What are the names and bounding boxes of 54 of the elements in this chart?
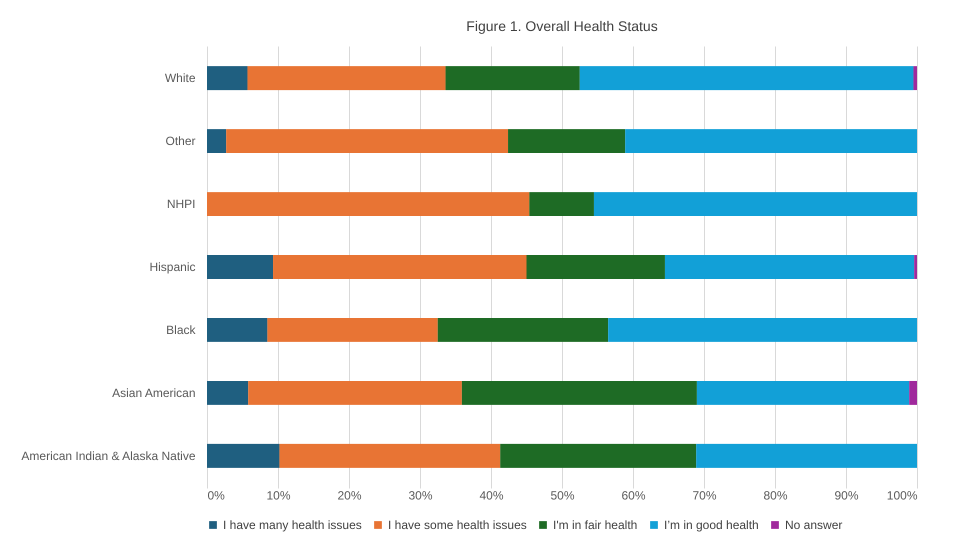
bar bbox=[914, 255, 917, 279]
bar bbox=[625, 129, 917, 154]
bar bbox=[580, 66, 914, 90]
x-tick-label: 70% bbox=[692, 488, 717, 502]
y-tick-label: Black bbox=[166, 322, 196, 337]
bar bbox=[608, 318, 917, 342]
bar bbox=[247, 66, 446, 90]
chart-title: Figure 1. Overall Health Status bbox=[466, 18, 658, 34]
y-tick-label: Asian American bbox=[112, 386, 196, 400]
x-tick-label: 30% bbox=[408, 488, 433, 502]
bar bbox=[226, 129, 508, 154]
x-tick-label: 50% bbox=[550, 488, 575, 502]
x-tick-label: 40% bbox=[479, 488, 504, 502]
bar bbox=[500, 444, 696, 468]
bar bbox=[594, 192, 917, 216]
bar bbox=[273, 255, 526, 279]
y-tick-label: American Indian & Alaska Native bbox=[21, 448, 196, 463]
bar bbox=[526, 255, 665, 279]
x-tick-label: 90% bbox=[834, 488, 859, 502]
bar bbox=[207, 380, 248, 405]
legend-label: I have some health issues bbox=[388, 518, 527, 532]
legend-label: No answer bbox=[785, 518, 842, 532]
bar bbox=[446, 66, 580, 90]
bar bbox=[438, 318, 608, 342]
bar bbox=[508, 129, 626, 154]
bar bbox=[462, 380, 697, 405]
x-tick-label: 10% bbox=[266, 488, 291, 502]
legend-label: I’m in good health bbox=[664, 518, 759, 532]
y-tick-label: Other bbox=[165, 134, 196, 148]
bar bbox=[696, 444, 917, 468]
bar bbox=[529, 192, 594, 216]
bar bbox=[207, 255, 274, 279]
bar bbox=[279, 444, 500, 468]
bar bbox=[207, 66, 248, 90]
bar bbox=[207, 318, 268, 342]
y-tick-label: NHPI bbox=[166, 197, 196, 212]
bar bbox=[909, 380, 917, 405]
bar bbox=[207, 129, 226, 154]
y-tick-label: White bbox=[164, 71, 196, 86]
bar bbox=[248, 380, 462, 405]
legend-label: I have many health issues bbox=[223, 518, 362, 532]
bar bbox=[207, 192, 530, 216]
x-tick-label: 80% bbox=[763, 488, 788, 502]
bar bbox=[207, 444, 280, 468]
x-tick-label: 0% bbox=[208, 488, 226, 502]
legend-label: I'm in fair health bbox=[553, 518, 638, 532]
x-tick-label: 100% bbox=[886, 488, 918, 502]
bar bbox=[913, 66, 917, 90]
bar bbox=[267, 318, 438, 342]
bar bbox=[664, 255, 914, 279]
x-tick-label: 20% bbox=[337, 488, 362, 502]
x-tick-label: 60% bbox=[621, 488, 646, 502]
y-tick-label: Hispanic bbox=[149, 260, 196, 274]
bar bbox=[696, 380, 910, 405]
